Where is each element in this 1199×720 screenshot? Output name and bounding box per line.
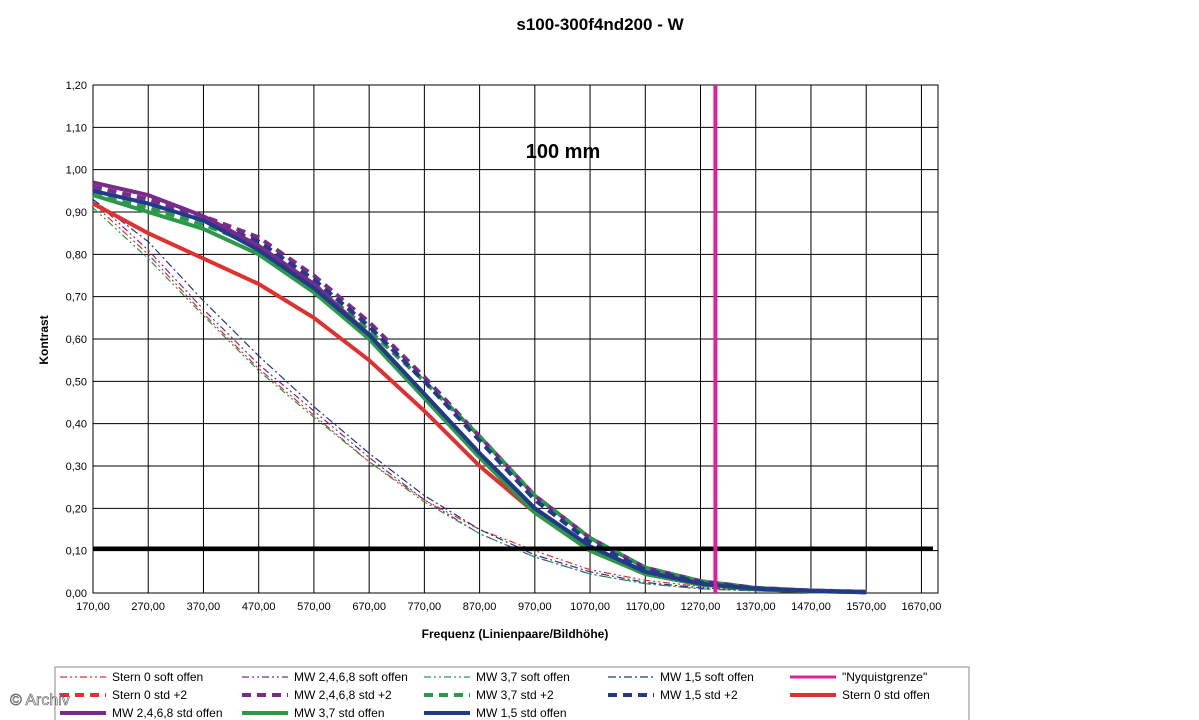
legend-label: MW 3,7 std offen bbox=[294, 706, 385, 720]
legend-label: MW 2,4,6,8 soft offen bbox=[294, 670, 408, 684]
legend-label: "Nyquistgrenze" bbox=[842, 670, 927, 684]
x-tick-label: 1470,00 bbox=[791, 601, 831, 613]
legend-label: MW 3,7 std +2 bbox=[476, 688, 554, 702]
y-axis-ticks: 0,00 0,10 0,20 0,30 0,40 0,50 0,60 0,70 0,80 0,90… bbox=[66, 80, 87, 600]
series-layer bbox=[92, 180, 867, 595]
x-axis-label: Frequenz (Linienpaare/Bildhöhe) bbox=[422, 627, 609, 641]
series-line bbox=[92, 207, 867, 594]
series-line bbox=[92, 188, 867, 595]
y-tick-label: 0,90 bbox=[66, 207, 87, 219]
x-tick-label: 370,00 bbox=[187, 601, 221, 613]
x-tick-label: 470,00 bbox=[242, 601, 276, 613]
y-tick-label: 0,80 bbox=[66, 249, 87, 261]
y-tick-label: 1,10 bbox=[66, 122, 87, 134]
series-line bbox=[92, 188, 867, 595]
legend-label: Stern 0 std +2 bbox=[112, 688, 187, 702]
legend-label: MW 2,4,6,8 std offen bbox=[112, 706, 223, 720]
y-tick-label: 0,00 bbox=[66, 588, 87, 600]
x-tick-label: 970,00 bbox=[518, 601, 552, 613]
reference-lines bbox=[93, 85, 933, 593]
y-tick-label: 0,60 bbox=[66, 334, 87, 346]
y-tick-label: 0,70 bbox=[66, 292, 87, 304]
legend-label: Stern 0 soft offen bbox=[112, 670, 203, 684]
series-line bbox=[92, 203, 867, 593]
chart-annotation: 100 mm bbox=[526, 141, 601, 163]
series-line bbox=[92, 198, 867, 594]
x-tick-label: 170,00 bbox=[76, 601, 110, 613]
y-tick-label: 0,20 bbox=[66, 503, 87, 515]
y-tick-label: 1,00 bbox=[66, 165, 87, 177]
legend-label: MW 1,5 soft offen bbox=[660, 670, 754, 684]
x-tick-label: 1670,00 bbox=[902, 601, 942, 613]
chart-title: s100-300f4nd200 - W bbox=[516, 15, 684, 34]
x-tick-label: 1570,00 bbox=[846, 601, 886, 613]
legend-label: Stern 0 std offen bbox=[842, 688, 930, 702]
x-tick-label: 670,00 bbox=[352, 601, 386, 613]
legend-label: MW 2,4,6,8 std +2 bbox=[294, 688, 392, 702]
legend-label: MW 3,7 soft offen bbox=[476, 670, 570, 684]
legend-label: MW 1,5 std offen bbox=[476, 706, 567, 720]
legend-label: MW 1,5 std +2 bbox=[660, 688, 738, 702]
y-tick-label: 1,20 bbox=[66, 80, 87, 92]
x-tick-label: 1370,00 bbox=[736, 601, 776, 613]
x-tick-label: 1070,00 bbox=[570, 601, 610, 613]
x-tick-label: 770,00 bbox=[408, 601, 442, 613]
watermark: © Archiv bbox=[10, 692, 70, 709]
x-tick-label: 870,00 bbox=[463, 601, 497, 613]
legend: Stern 0 soft offen MW 2,4,6,8 soft offen M… bbox=[60, 670, 930, 720]
x-tick-label: 1170,00 bbox=[626, 601, 665, 613]
y-tick-label: 0,30 bbox=[66, 461, 87, 473]
x-tick-label: 570,00 bbox=[297, 601, 331, 613]
y-tick-label: 0,10 bbox=[66, 546, 87, 558]
series-line bbox=[92, 198, 867, 594]
y-axis-label: Kontrast bbox=[37, 315, 51, 364]
x-axis-ticks: 170,00 270,00 370,00 470,00 570,00 670,00 770,… bbox=[76, 601, 941, 613]
x-tick-label: 270,00 bbox=[131, 601, 165, 613]
y-tick-label: 0,40 bbox=[66, 419, 87, 431]
y-tick-label: 0,50 bbox=[66, 376, 87, 388]
x-tick-label: 1270,00 bbox=[681, 601, 721, 613]
